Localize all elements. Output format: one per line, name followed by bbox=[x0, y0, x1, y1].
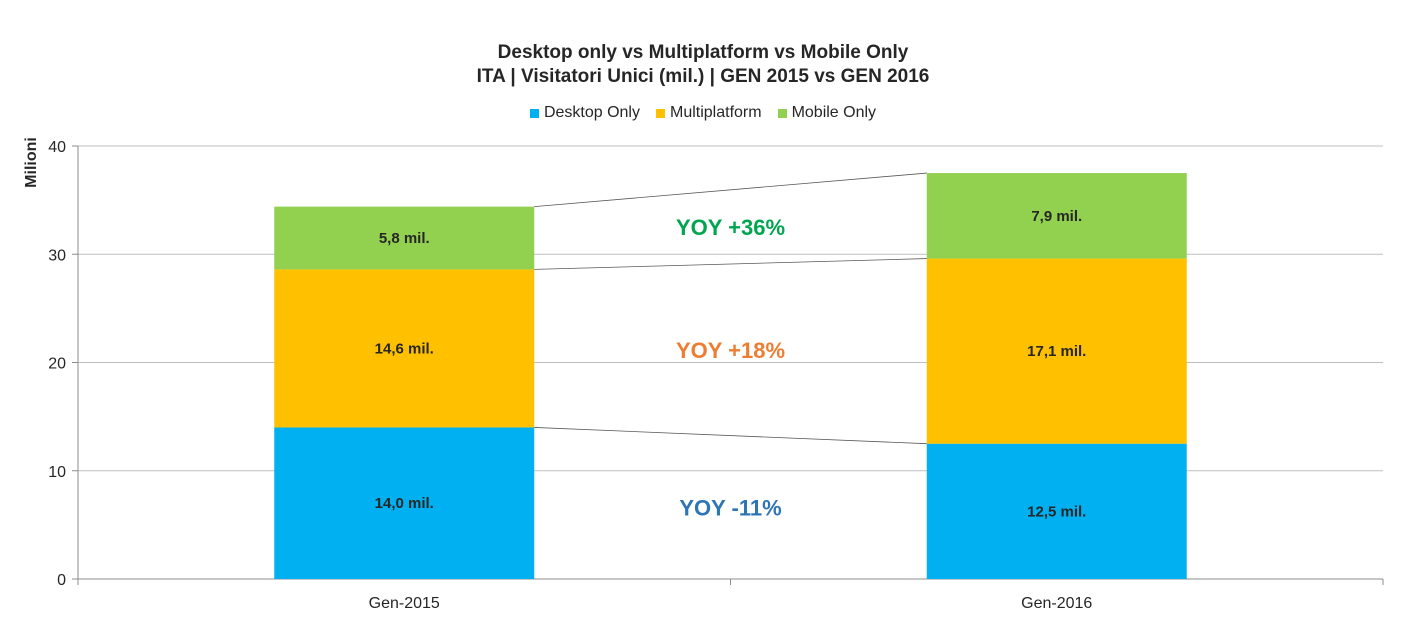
chart-subtitle: ITA | Visitatori Unici (mil.) | GEN 2015… bbox=[476, 66, 930, 87]
legend-swatch-multiplatform bbox=[655, 108, 665, 118]
data-label: 5,8 mil. bbox=[379, 230, 430, 247]
y-tick-label: 10 bbox=[48, 464, 66, 481]
legend-item-mobile-only: Mobile Only bbox=[777, 104, 877, 122]
bar-segment-desktop-only bbox=[274, 427, 535, 579]
legend-swatch-desktop-only bbox=[529, 108, 539, 118]
yoy-annotation: YOY +18% bbox=[676, 338, 785, 363]
y-tick-label: 40 bbox=[48, 139, 66, 156]
data-label: 14,0 mil. bbox=[375, 495, 434, 512]
connector-line bbox=[534, 172, 927, 208]
bar-segment-mobile-only bbox=[926, 173, 1187, 259]
bar-segment-mobile-only bbox=[274, 206, 535, 270]
connector-line bbox=[534, 258, 927, 270]
legend-label-desktop-only: Desktop Only bbox=[543, 104, 640, 121]
data-label: 7,9 mil. bbox=[1031, 208, 1082, 225]
data-label: 14,6 mil. bbox=[375, 340, 434, 357]
y-tick-label: 20 bbox=[48, 356, 66, 373]
bar-segment-multiplatform bbox=[926, 258, 1187, 444]
chart-title: Desktop only vs Multiplatform vs Mobile … bbox=[497, 42, 909, 63]
y-tick-label: 0 bbox=[57, 572, 66, 589]
legend: Desktop Only Multiplatform Mobile Only bbox=[0, 104, 1406, 122]
legend-label-multiplatform: Multiplatform bbox=[669, 104, 762, 121]
bar-segment-desktop-only bbox=[926, 443, 1187, 579]
y-axis-title: Milioni bbox=[23, 137, 40, 188]
legend-item-desktop-only: Desktop Only bbox=[529, 104, 640, 122]
connector-line bbox=[534, 427, 927, 445]
legend-label-mobile-only: Mobile Only bbox=[791, 104, 877, 121]
yoy-annotation: YOY -11% bbox=[679, 495, 781, 520]
y-tick-label: 30 bbox=[48, 247, 66, 264]
data-label: 17,1 mil. bbox=[1027, 343, 1086, 360]
yoy-annotation: YOY +36% bbox=[676, 215, 785, 240]
data-label: 12,5 mil. bbox=[1027, 503, 1086, 520]
legend-swatch-mobile-only bbox=[777, 108, 787, 118]
legend-item-multiplatform: Multiplatform bbox=[655, 104, 762, 122]
x-tick-label: Gen-2016 bbox=[1021, 595, 1092, 612]
x-tick-label: Gen-2015 bbox=[369, 595, 440, 612]
bar-segment-multiplatform bbox=[274, 269, 535, 428]
